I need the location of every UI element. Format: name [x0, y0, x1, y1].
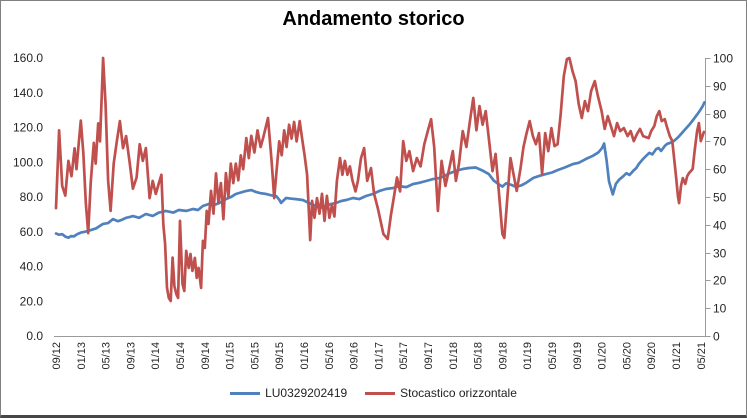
right-axis-label: 20 [713, 274, 727, 288]
x-axis-label: 05/17 [398, 342, 410, 370]
series-line-stocastico-orizzontale [54, 56, 706, 303]
legend-item-stocastico-orizzontale: Stocastico orizzontale [365, 386, 517, 400]
x-axis-label: 01/20 [597, 342, 609, 370]
x-axis-label: 05/21 [696, 342, 708, 370]
x-axis-label: 05/20 [621, 342, 633, 370]
x-axis-label: 05/18 [473, 342, 485, 370]
x-axis-label: 01/18 [448, 342, 460, 370]
left-axis-label: 120.0 [13, 121, 43, 135]
legend: LU0329202419 Stocastico orizzontale [1, 386, 746, 400]
legend-line-sample-blue [230, 391, 261, 395]
x-axis-label: 09/19 [572, 342, 584, 370]
legend-line-sample-red [365, 391, 396, 395]
x-axis-label: 01/21 [671, 342, 683, 370]
series-line-lu0329202419 [54, 100, 706, 240]
right-axis-label: 60 [713, 163, 727, 177]
right-axis-label: 40 [713, 219, 727, 233]
right-axis-label: 80 [713, 108, 727, 122]
left-axis-label: 60.0 [20, 225, 44, 239]
x-axis-label: 01/13 [76, 342, 88, 370]
chart-title: Andamento storico [282, 8, 465, 30]
right-axis-label: 30 [713, 247, 727, 261]
x-axis-label: 05/16 [324, 342, 336, 370]
x-axis-label: 01/17 [373, 342, 385, 370]
x-axis-label: 09/17 [423, 342, 435, 370]
right-axis-label: 50 [713, 191, 727, 205]
x-axis-label: 09/13 [125, 342, 137, 370]
x-axis-label: 09/15 [274, 342, 286, 370]
left-axis-label: 0.0 [26, 329, 43, 343]
right-axis-label: 70 [713, 135, 727, 149]
x-axis-label: 01/16 [299, 342, 311, 370]
legend-label: LU0329202419 [265, 386, 348, 400]
right-axis-label: 90 [713, 80, 727, 94]
x-axis-label: 05/14 [175, 342, 187, 370]
x-axis-label: 09/14 [200, 342, 212, 370]
x-axis-label: 05/19 [547, 342, 559, 370]
right-axis-label: 100 [713, 52, 733, 66]
x-axis-label: 01/19 [522, 342, 534, 370]
legend-label: Stocastico orizzontale [400, 386, 517, 400]
x-axis-label: 01/15 [225, 342, 237, 370]
left-axis-label: 40.0 [20, 260, 44, 274]
left-axis-label: 140.0 [13, 86, 43, 100]
left-axis-label: 100.0 [13, 155, 43, 169]
x-axis-label: 05/13 [101, 342, 113, 370]
x-axis-label: 09/18 [497, 342, 509, 370]
left-axis-label: 160.0 [13, 51, 43, 65]
left-axis-label: 80.0 [20, 190, 44, 204]
legend-item-lu0329202419: LU0329202419 [230, 386, 347, 400]
right-axis-label: 10 [713, 302, 727, 316]
x-axis-label: 09/16 [349, 342, 361, 370]
right-axis-label: 0 [713, 330, 720, 344]
left-axis-label: 20.0 [20, 294, 44, 308]
x-axis-label: 09/12 [51, 342, 63, 370]
x-axis-label: 05/15 [249, 342, 261, 370]
x-axis-label: 09/20 [646, 342, 658, 370]
x-axis-label: 01/14 [150, 342, 162, 370]
